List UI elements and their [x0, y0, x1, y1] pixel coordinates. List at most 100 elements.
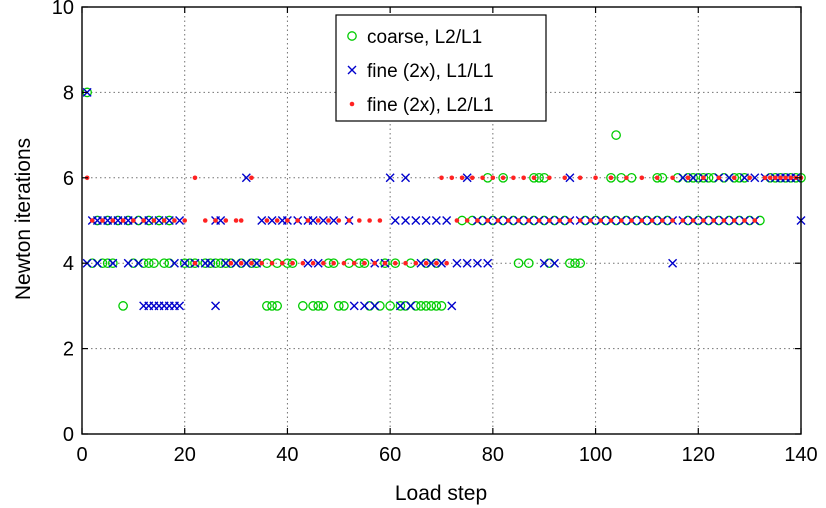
data-point-dot — [721, 218, 727, 223]
data-point-dot — [326, 218, 331, 223]
data-point-x — [565, 173, 575, 183]
data-point-x — [442, 216, 452, 225]
legend-marker-dot — [349, 101, 355, 107]
data-point-dot — [423, 260, 429, 266]
data-point-dot — [305, 218, 311, 223]
data-point-dot — [439, 175, 444, 181]
data-point-dot — [151, 218, 157, 223]
data-point-dot — [336, 218, 342, 223]
data-point-dot — [557, 218, 562, 223]
data-point-dot — [192, 175, 198, 181]
data-point-dot — [521, 175, 526, 181]
x-tick-label: 80 — [482, 444, 504, 466]
legend-label: fine (2x), L1/L1 — [367, 61, 494, 82]
data-point-circle — [149, 258, 159, 269]
data-point-circle — [308, 301, 318, 311]
data-point-circle — [436, 301, 447, 311]
data-point-x — [308, 216, 318, 225]
data-point-x — [447, 301, 457, 311]
data-point-x — [385, 173, 395, 183]
data-point-dot — [228, 260, 234, 266]
x-axis-title: Load step — [395, 482, 487, 505]
x-tick-label: 140 — [784, 444, 817, 466]
legend-box — [335, 14, 547, 122]
data-point-circle — [318, 301, 329, 311]
data-point-x — [549, 258, 559, 268]
data-point-dot — [588, 218, 593, 223]
data-point-x — [452, 258, 462, 268]
series-dot-group — [84, 175, 804, 266]
data-point-dot — [670, 175, 675, 181]
data-point-dot — [716, 175, 722, 181]
data-point-circle — [380, 258, 390, 269]
data-point-circle — [523, 258, 534, 269]
data-point-circle — [262, 301, 272, 311]
data-point-dot — [346, 218, 352, 223]
data-point-x — [406, 301, 416, 311]
data-point-dot — [172, 218, 177, 223]
y-tick-label: 8 — [63, 82, 74, 104]
x-tick-label: 120 — [682, 444, 715, 466]
data-point-dot — [238, 218, 244, 223]
x-tick-label: 40 — [276, 444, 298, 466]
data-point-circle — [359, 258, 370, 269]
data-point-circle — [190, 258, 200, 269]
data-point-dot — [485, 218, 491, 223]
data-point-dot — [279, 260, 285, 266]
data-point-dot — [377, 218, 383, 223]
data-point-dot — [531, 175, 537, 181]
data-point-circle — [339, 301, 349, 311]
data-point-x — [421, 216, 431, 225]
data-point-x — [462, 173, 472, 183]
data-point-dot — [233, 218, 239, 223]
data-point-x — [462, 258, 472, 268]
data-point-dot — [701, 218, 706, 223]
data-point-dot — [285, 218, 290, 223]
data-point-x — [216, 216, 226, 225]
data-point-circle — [272, 301, 283, 311]
data-point-dot — [182, 218, 188, 223]
data-point-x — [211, 301, 221, 311]
data-point-dot — [295, 218, 301, 223]
data-point-x — [303, 258, 313, 268]
data-point-dot — [500, 175, 506, 181]
data-point-dot — [608, 218, 614, 223]
data-point-x — [108, 258, 118, 268]
data-point-dot — [475, 218, 480, 223]
data-point-dot — [315, 218, 321, 223]
data-point-x — [154, 216, 164, 225]
data-point-dot — [480, 175, 485, 181]
data-point-dot — [649, 218, 655, 223]
data-point-x — [416, 258, 426, 268]
data-point-circle — [328, 258, 339, 269]
data-point-x — [144, 216, 154, 225]
data-point-x — [688, 173, 698, 183]
data-point-dot — [783, 175, 788, 181]
y-tick-label: 2 — [63, 339, 74, 361]
data-point-x — [349, 301, 359, 311]
data-point-x — [267, 216, 277, 225]
data-point-dot — [310, 260, 316, 266]
data-point-dot — [464, 218, 470, 223]
data-point-dot — [654, 175, 660, 181]
data-point-dot — [516, 218, 521, 223]
data-point-dot — [413, 260, 419, 266]
data-point-dot — [639, 175, 645, 181]
data-point-dot — [357, 218, 362, 223]
y-tick-label: 10 — [52, 0, 74, 19]
data-point-dot — [778, 175, 783, 181]
data-point-circle — [431, 301, 442, 311]
data-point-dot — [788, 175, 794, 181]
data-point-x — [231, 258, 241, 268]
data-point-dot — [639, 218, 645, 223]
data-point-dot — [120, 218, 126, 223]
data-point-x — [668, 258, 678, 268]
data-point-circle — [297, 301, 308, 311]
data-point-x — [329, 216, 339, 225]
data-point-dot — [110, 218, 116, 223]
data-point-dot — [690, 218, 696, 223]
data-point-circle — [390, 258, 401, 269]
data-point-dot — [562, 175, 568, 181]
legend-label: coarse, L2/L1 — [367, 27, 482, 48]
data-point-dot — [547, 218, 552, 223]
